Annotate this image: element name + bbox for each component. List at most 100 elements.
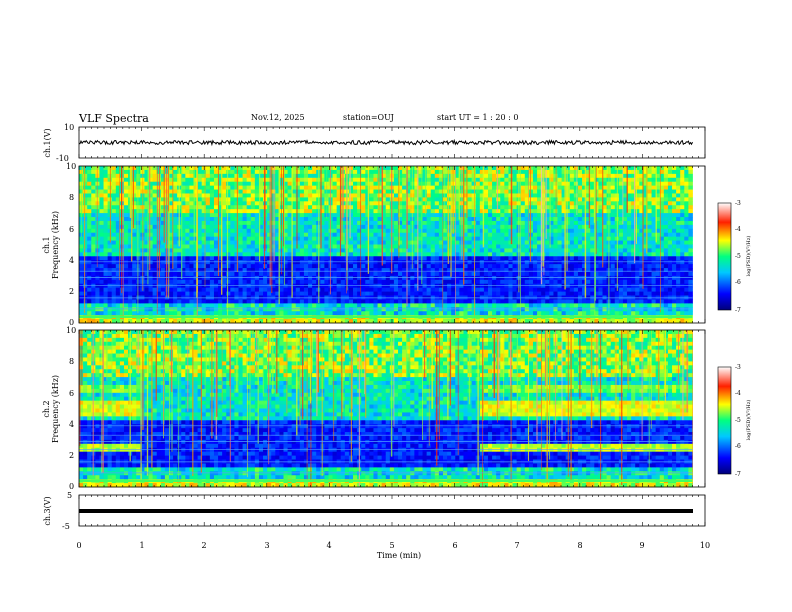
spectrogram-cell — [455, 205, 460, 210]
spectrogram-cell — [577, 275, 583, 281]
spectrogram-cell — [209, 228, 215, 234]
spectrogram-cell — [95, 220, 100, 226]
spectrogram-cell — [398, 291, 403, 296]
spectrogram-cell — [496, 311, 501, 316]
spectrogram-cell — [344, 303, 350, 308]
spectrogram-cell — [148, 173, 154, 179]
spectrogram-cell — [451, 271, 456, 277]
spectrogram-cell — [577, 291, 583, 296]
spectrogram-cell — [373, 299, 378, 304]
spectrogram-cell — [545, 248, 550, 253]
spectrogram-cell — [402, 279, 407, 285]
spectrogram-cell — [254, 268, 260, 273]
spectrogram-cell — [434, 303, 440, 308]
spectrogram-cell — [299, 240, 305, 245]
spectrogram-cell — [373, 185, 378, 190]
spectrogram-cell — [467, 236, 473, 241]
spectrogram-cell — [128, 319, 133, 324]
spectrogram-cell — [475, 291, 481, 296]
spectrogram-cell — [508, 236, 513, 241]
spectrogram-cell — [430, 236, 436, 241]
spectrogram-cell — [283, 181, 288, 187]
spectrogram-cell — [246, 256, 252, 261]
spectrogram-cell — [144, 224, 149, 230]
spectrogram-cell — [189, 166, 194, 171]
spectrogram-cell — [357, 252, 362, 257]
spectrogram-cell — [275, 232, 280, 238]
spectrogram-cell — [348, 181, 354, 187]
spectrogram-cell — [353, 291, 358, 296]
spectrogram-cell — [111, 244, 117, 249]
spectrogram-cell — [520, 244, 526, 249]
spectrogram-cell — [123, 260, 129, 265]
spectrogram-cell — [91, 291, 96, 296]
spectrogram-cell — [303, 213, 309, 218]
spectrogram-cell — [459, 303, 464, 308]
spectrogram-cell — [320, 287, 325, 293]
spectrogram-cell — [430, 311, 436, 316]
spectrogram-cell — [492, 283, 497, 289]
spectrogram-cell — [254, 217, 260, 222]
spectrogram-cell — [267, 166, 272, 171]
spectrogram-cell — [483, 217, 489, 222]
spectrogram-cell — [443, 193, 448, 198]
spectrogram-cell — [353, 240, 358, 245]
spectrogram-cell — [230, 173, 235, 179]
spectrogram-cell — [492, 169, 497, 175]
spectrogram-cell — [557, 205, 562, 210]
spectrogram-cell — [406, 193, 411, 198]
spectrogram-cell — [250, 303, 256, 308]
spectrogram-cell — [99, 291, 104, 296]
spectrogram-cell — [438, 213, 444, 218]
spectrogram-cell — [107, 248, 113, 253]
spectrogram-cell — [381, 279, 387, 285]
spectrogram-cell — [504, 244, 509, 249]
spectrogram-cell — [177, 244, 182, 249]
spectrogram-cell — [418, 205, 423, 210]
spectrogram-cell — [332, 275, 338, 281]
spectrogram-cell — [160, 217, 166, 222]
spectrogram-cell — [201, 201, 207, 206]
spectrogram-cell — [128, 283, 133, 289]
spectrogram-cell — [500, 275, 505, 281]
spectrogram-cell — [205, 185, 211, 190]
spectrogram-cell — [332, 248, 338, 253]
spectrogram-cell — [308, 236, 313, 241]
spectrogram-cell — [332, 291, 338, 296]
spectrogram-cell — [115, 248, 121, 253]
spectrogram-cell — [340, 311, 346, 316]
spectrogram-cell — [336, 279, 342, 285]
spectrogram-cell — [500, 252, 505, 257]
spectrogram-cell — [549, 197, 554, 202]
spectrogram-cell — [128, 240, 133, 245]
spectrogram-cell — [283, 307, 288, 312]
spectrogram-cell — [287, 236, 293, 241]
spectrogram-cell — [541, 303, 546, 308]
spectrogram-cell — [332, 279, 338, 285]
spectrogram-cell — [520, 319, 526, 324]
spectrogram-cell — [87, 166, 92, 171]
spectrogram-cell — [398, 279, 403, 285]
spectrogram-cell — [291, 169, 297, 175]
spectrogram-cell — [357, 166, 362, 171]
spectrogram-cell — [537, 275, 542, 281]
spectrogram-cell — [115, 232, 121, 238]
spectrogram-cell — [475, 181, 481, 187]
spectrogram-cell — [181, 209, 186, 214]
spectrogram-cell — [348, 232, 354, 238]
spectrogram-cell — [479, 271, 485, 277]
spectrogram-cell — [136, 244, 141, 249]
spectrogram-cell — [434, 236, 440, 241]
spectrogram-cell — [541, 307, 546, 312]
spectrogram-cell — [222, 205, 227, 210]
spectrogram-cell — [258, 299, 264, 304]
spectrogram-cell — [528, 268, 534, 273]
spectrogram-cell — [205, 307, 211, 312]
spectrogram-cell — [365, 181, 370, 187]
spectrogram-cell — [287, 232, 293, 238]
spectrogram-cell — [168, 271, 174, 277]
spectrogram-cell — [426, 244, 432, 249]
spectrogram-cell — [492, 244, 497, 249]
spectrogram-cell — [520, 181, 526, 187]
spectrogram-cell — [553, 268, 558, 273]
